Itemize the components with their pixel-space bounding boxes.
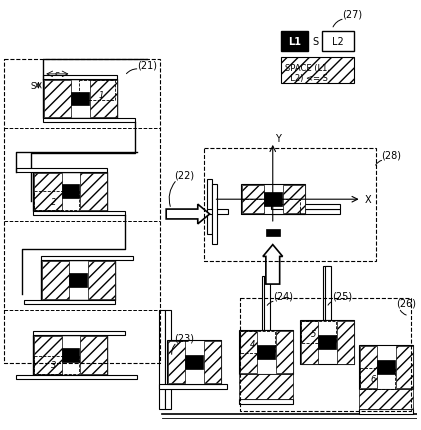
Text: Y: Y <box>275 134 281 144</box>
Bar <box>240 331 257 374</box>
Bar <box>43 80 117 119</box>
Bar <box>4 60 160 363</box>
Text: (22): (22) <box>174 170 194 180</box>
Bar <box>239 375 293 399</box>
Bar <box>242 186 264 214</box>
FancyArrow shape <box>263 245 282 284</box>
Bar <box>167 340 221 384</box>
Bar <box>301 321 336 344</box>
Text: L2: L2 <box>332 37 344 47</box>
Bar <box>359 389 413 409</box>
Bar <box>276 331 293 374</box>
Bar <box>44 80 72 118</box>
Bar <box>322 32 354 52</box>
Text: S: S <box>312 37 318 47</box>
Bar <box>159 384 227 389</box>
Bar <box>239 399 293 404</box>
Bar <box>241 185 305 215</box>
Bar <box>33 212 125 215</box>
Bar <box>262 276 268 330</box>
Bar <box>185 355 203 369</box>
Bar <box>360 368 395 389</box>
Bar <box>239 330 293 375</box>
Bar <box>35 356 79 374</box>
Bar <box>16 168 107 172</box>
Bar <box>271 209 340 215</box>
Bar <box>69 273 87 287</box>
Text: (26): (26) <box>396 298 416 308</box>
Bar <box>212 185 216 244</box>
Bar <box>301 321 318 364</box>
Bar <box>264 193 282 207</box>
Text: 1: 1 <box>98 91 104 100</box>
Bar <box>16 375 137 379</box>
Text: (21): (21) <box>138 60 157 70</box>
Bar <box>41 257 133 261</box>
Bar <box>300 320 354 365</box>
Bar <box>281 32 308 52</box>
Bar <box>35 337 61 374</box>
Text: L1: L1 <box>288 37 301 47</box>
Bar <box>165 310 171 409</box>
Bar <box>168 341 185 384</box>
Bar <box>377 360 395 374</box>
Bar <box>43 76 117 80</box>
Text: 2: 2 <box>51 197 56 206</box>
Text: (28): (28) <box>381 150 401 160</box>
Bar <box>241 200 300 215</box>
Text: (27): (27) <box>342 9 362 20</box>
FancyArrow shape <box>166 205 210 224</box>
Text: (25): (25) <box>332 291 352 301</box>
Text: (23): (23) <box>174 332 194 343</box>
Bar <box>266 229 280 236</box>
Text: SPACE (L1,
  L2) <= S: SPACE (L1, L2) <= S <box>285 64 330 83</box>
Bar <box>61 348 79 362</box>
Bar <box>264 276 270 330</box>
Bar <box>325 266 331 320</box>
Bar <box>90 80 117 118</box>
Bar <box>33 172 107 212</box>
Bar <box>24 300 115 304</box>
Bar <box>159 310 165 409</box>
Bar <box>41 261 115 300</box>
Bar <box>80 337 107 374</box>
Bar <box>80 173 107 211</box>
Text: S: S <box>55 72 60 81</box>
Bar <box>61 185 79 199</box>
Bar <box>88 262 115 299</box>
Bar <box>204 341 221 384</box>
Bar <box>396 346 413 388</box>
Bar <box>359 345 413 389</box>
Bar <box>207 209 228 215</box>
Bar <box>318 335 336 350</box>
Text: (24): (24) <box>273 291 293 301</box>
Text: 3: 3 <box>51 361 56 370</box>
Text: S: S <box>30 82 35 91</box>
Bar <box>204 148 376 262</box>
Text: 5: 5 <box>311 329 316 338</box>
Text: X: X <box>365 195 371 205</box>
Bar <box>323 266 329 320</box>
Bar <box>43 262 69 299</box>
Bar <box>281 58 354 83</box>
Bar <box>360 346 377 388</box>
Bar <box>35 192 79 211</box>
Bar <box>282 186 305 214</box>
Bar <box>257 345 275 359</box>
Bar <box>72 92 89 106</box>
Bar <box>207 180 212 234</box>
Bar <box>271 205 340 209</box>
Bar <box>79 80 115 100</box>
Bar <box>240 331 275 353</box>
Bar <box>33 335 107 375</box>
Bar <box>240 298 411 412</box>
Text: 6: 6 <box>370 374 376 383</box>
Bar <box>337 321 354 364</box>
Bar <box>33 332 125 335</box>
Bar <box>359 409 413 414</box>
Bar <box>35 173 61 211</box>
Bar <box>43 119 135 123</box>
Text: 4: 4 <box>250 339 255 348</box>
